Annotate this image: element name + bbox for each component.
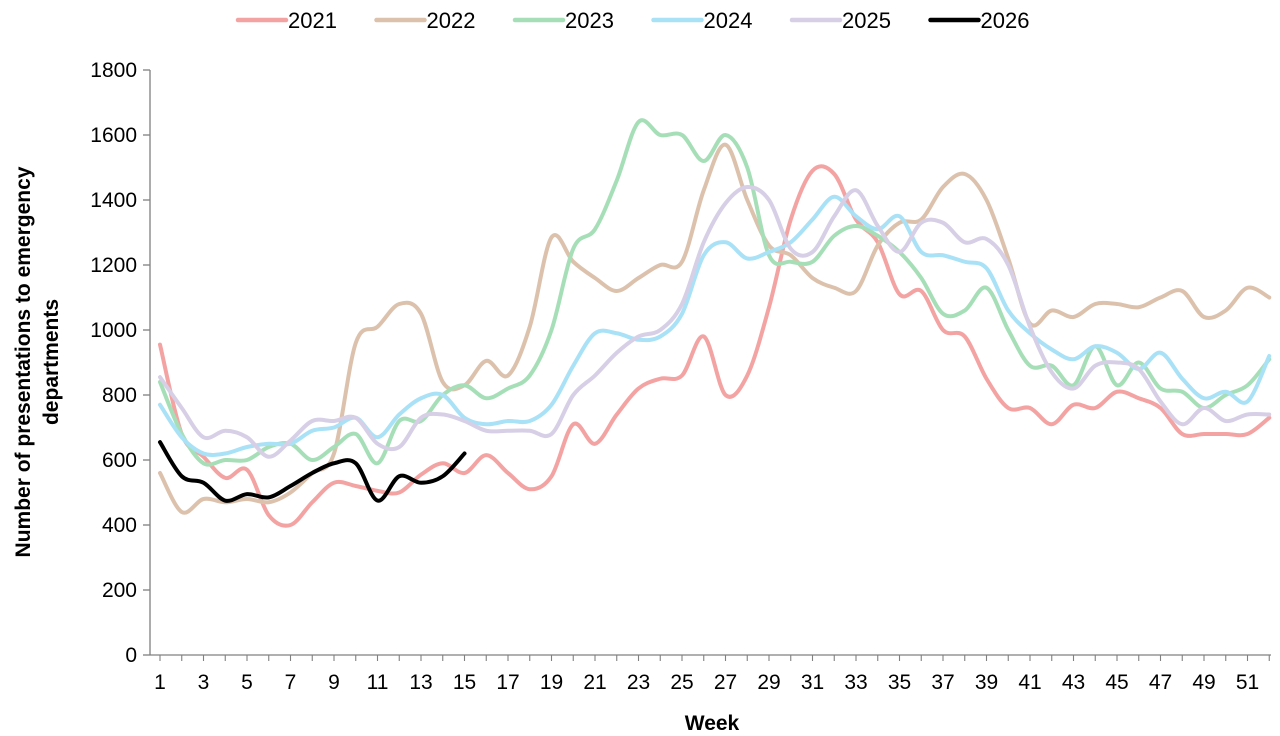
series-line-2025: [158, 184, 1272, 459]
y-axis-title-line-2: departments: [40, 299, 63, 425]
x-tick-label: 41: [1018, 671, 1041, 694]
legend-label: 2024: [704, 8, 753, 33]
y-axis-title-line-1: Number of presentations to emergency: [12, 166, 35, 557]
legend-item-2024: 2024: [651, 8, 753, 33]
y-axis: 0 200 400 600 800 1000 1200 1400 1600 1800: [90, 59, 151, 667]
legend: 2021 2022 2023 2024 2025 2026: [235, 8, 1030, 33]
x-tick-label: 47: [1149, 671, 1172, 694]
y-tick-label: 400: [102, 514, 137, 537]
x-tick-label: 49: [1192, 671, 1215, 694]
series-line-2022: [158, 142, 1272, 515]
y-tick-label: 1000: [90, 319, 137, 342]
x-tick-label: 43: [1062, 671, 1085, 694]
y-tick-label: 1200: [90, 254, 137, 277]
legend-label: 2025: [842, 8, 891, 33]
y-tick-label: 1800: [90, 59, 137, 82]
x-tick-label: 27: [714, 671, 737, 694]
legend-label: 2026: [981, 8, 1030, 33]
x-tick-label: 39: [975, 671, 998, 694]
legend-item-2023: 2023: [512, 8, 614, 33]
x-tick-label: 23: [627, 671, 650, 694]
legend-item-2022: 2022: [374, 8, 476, 33]
x-tick-label: 11: [367, 671, 389, 694]
legend-item-2026: 2026: [928, 8, 1030, 33]
x-tick-label: 9: [328, 671, 340, 694]
x-tick-label: 7: [285, 671, 297, 694]
x-tick-label: 17: [496, 671, 519, 694]
x-tick-label: 3: [198, 671, 210, 694]
legend-label: 2023: [565, 8, 614, 33]
x-axis: 1 3 5 7 9 11 13 15 17 19 21 23 25 27 29 31 33 35 37 39 41 43 4…: [150, 654, 1271, 694]
series-layer: [158, 118, 1272, 528]
y-tick-label: 1400: [90, 189, 137, 212]
x-tick-label: 29: [757, 671, 780, 694]
legend-item-2025: 2025: [789, 8, 891, 33]
x-axis-title: Week: [685, 712, 740, 735]
x-tick-label: 13: [409, 671, 432, 694]
x-tick-label: 33: [844, 671, 867, 694]
x-tick-label: 19: [540, 671, 563, 694]
y-tick-label: 800: [102, 384, 137, 407]
x-tick-label: 45: [1105, 671, 1128, 694]
x-tick-label: 15: [453, 671, 476, 694]
x-tick-label: 35: [888, 671, 911, 694]
series-line-2026: [158, 440, 467, 503]
series-line-2024: [158, 194, 1272, 457]
series-line-2023: [158, 118, 1272, 467]
y-tick-label: 600: [102, 449, 137, 472]
x-tick-label: 21: [583, 671, 606, 694]
y-tick-label: 1600: [90, 124, 137, 147]
legend-label: 2021: [288, 8, 337, 33]
legend-label: 2022: [427, 8, 476, 33]
x-tick-label: 51: [1236, 671, 1259, 694]
x-tick-label: 5: [241, 671, 253, 694]
x-tick-label: 37: [931, 671, 954, 694]
x-tick-label: 1: [154, 671, 166, 694]
x-tick-label: 31: [801, 671, 824, 694]
series-line-2021: [158, 164, 1272, 528]
y-tick-label: 200: [102, 579, 137, 602]
x-tick-label: 25: [670, 671, 693, 694]
y-tick-label: 0: [125, 644, 137, 667]
legend-item-2021: 2021: [235, 8, 337, 33]
